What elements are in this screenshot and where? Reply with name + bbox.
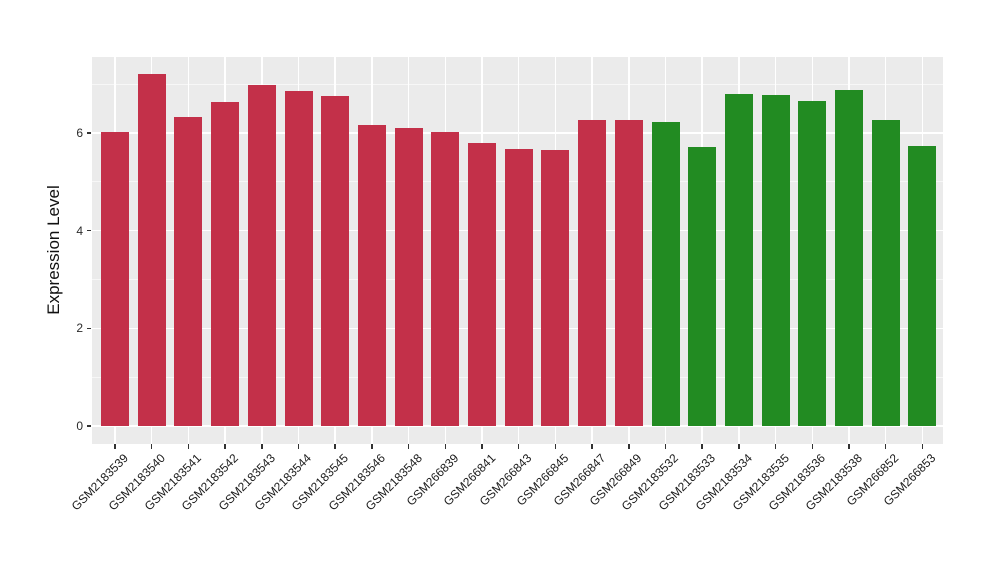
x-tick-mark — [848, 444, 850, 449]
y-tick-mark — [86, 327, 91, 330]
x-tick-mark — [334, 444, 336, 449]
bar — [688, 146, 717, 426]
y-tick-label: 4 — [76, 223, 83, 238]
x-tick-mark — [517, 444, 520, 449]
bar — [431, 132, 460, 426]
y-axis-title: Expression Level — [44, 185, 63, 315]
bar — [541, 150, 570, 426]
y-tick-label: 0 — [76, 419, 83, 433]
x-tick-mark — [664, 444, 667, 449]
x-tick-mark — [628, 444, 630, 449]
x-tick-mark — [811, 444, 814, 449]
y-tick-label: 6 — [76, 126, 83, 141]
bar — [614, 120, 643, 426]
major-gridline — [92, 132, 943, 134]
bar — [101, 132, 129, 426]
x-tick-mark — [150, 444, 153, 449]
plot-panel — [92, 57, 943, 444]
bar — [468, 142, 496, 426]
major-gridline — [92, 425, 943, 427]
bar — [761, 95, 790, 426]
x-tick-mark — [554, 444, 557, 449]
y-tick-mark — [86, 132, 91, 134]
bar — [394, 128, 423, 426]
bar — [908, 146, 937, 426]
bar — [321, 95, 350, 426]
y-tick-mark — [86, 229, 91, 232]
x-tick-mark — [187, 444, 190, 449]
x-tick-mark — [114, 444, 116, 449]
bar — [871, 119, 900, 426]
bar — [137, 74, 166, 426]
x-tick-mark — [884, 444, 887, 449]
bar — [798, 100, 827, 426]
x-tick-mark — [921, 444, 924, 449]
x-tick-mark — [371, 444, 373, 449]
bar — [174, 116, 203, 426]
bar — [284, 91, 313, 426]
bar — [247, 84, 276, 426]
y-tick-label: 2 — [76, 321, 83, 336]
x-tick-mark — [591, 444, 593, 449]
bar — [357, 125, 386, 426]
x-tick-mark — [297, 444, 300, 449]
x-tick-mark — [701, 444, 703, 449]
y-tick-mark — [86, 425, 91, 427]
bar — [504, 149, 533, 426]
x-tick-mark — [444, 444, 447, 449]
x-tick-mark — [224, 444, 226, 449]
minor-gridline — [92, 83, 943, 85]
bar — [211, 101, 240, 426]
bar — [578, 120, 607, 426]
bar — [651, 121, 680, 426]
x-tick-mark — [774, 444, 777, 449]
x-tick-mark — [481, 444, 483, 449]
bar — [724, 93, 753, 426]
x-tick-mark — [738, 444, 740, 449]
x-tick-mark — [407, 444, 410, 449]
bar — [835, 89, 863, 426]
x-tick-mark — [261, 444, 263, 449]
